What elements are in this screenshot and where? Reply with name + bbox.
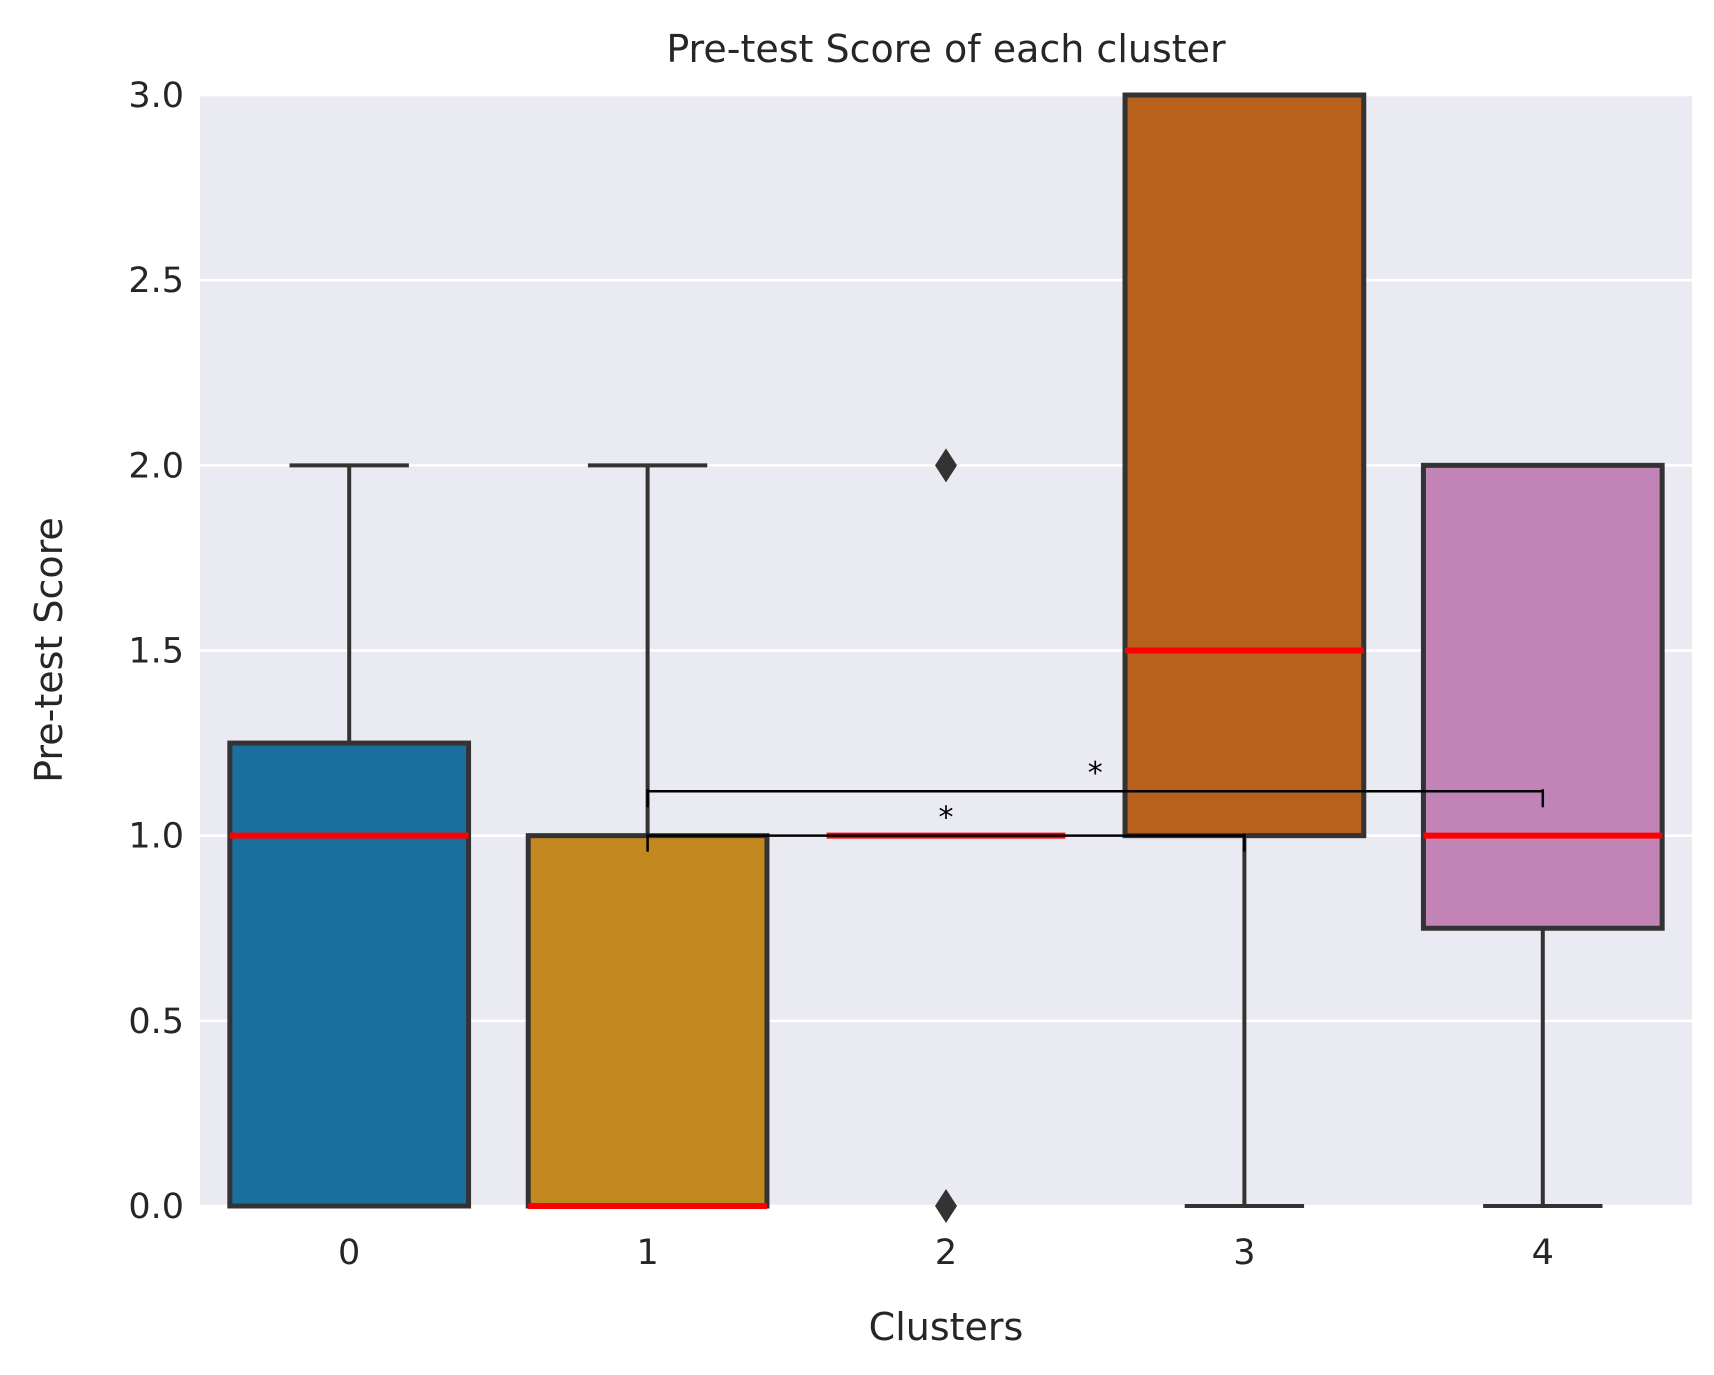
box-cluster-0 [227, 463, 472, 1209]
significance-layer: ** [646, 756, 1545, 852]
box-cluster-4 [1420, 462, 1665, 1208]
y-tick-label-5: 2.5 [128, 261, 184, 301]
significance-bracket-1: * [646, 756, 1545, 808]
box-body [1420, 462, 1665, 931]
y-tick-label-3: 1.5 [128, 632, 184, 672]
chart-title: Pre-test Score of each cluster [666, 27, 1226, 71]
y-tick-label-6: 3.0 [128, 76, 184, 116]
significance-label: * [939, 801, 954, 836]
y-tick-label-1: 0.5 [128, 1002, 184, 1042]
y-axis-label: Pre-test Score [27, 517, 71, 783]
x-tick-label-4: 4 [1532, 1233, 1554, 1273]
x-tick-label-2: 2 [935, 1233, 957, 1273]
box-body [227, 740, 472, 1209]
box-body [525, 833, 770, 1209]
y-tick-labels: 0.0 0.5 1.0 1.5 2.0 2.5 3.0 [128, 76, 184, 1227]
outlier-marker-0 [935, 1189, 957, 1223]
x-tick-label-1: 1 [636, 1233, 658, 1273]
significance-bracket-0: * [646, 801, 1246, 852]
box-cluster-1 [525, 463, 770, 1209]
x-tick-labels: 0 1 2 3 4 [338, 1233, 1554, 1273]
box-cluster-3 [1122, 92, 1367, 1208]
boxes-layer [227, 92, 1665, 1223]
x-tick-label-3: 3 [1233, 1233, 1255, 1273]
x-axis-label: Clusters [869, 1305, 1024, 1349]
significance-label: * [1088, 756, 1103, 791]
y-tick-label-4: 2.0 [128, 446, 184, 486]
x-tick-label-0: 0 [338, 1233, 360, 1273]
outlier-marker-1 [935, 448, 957, 483]
box-body [1122, 92, 1367, 839]
y-tick-label-2: 1.0 [128, 817, 184, 857]
y-tick-label-0: 0.0 [128, 1187, 184, 1227]
